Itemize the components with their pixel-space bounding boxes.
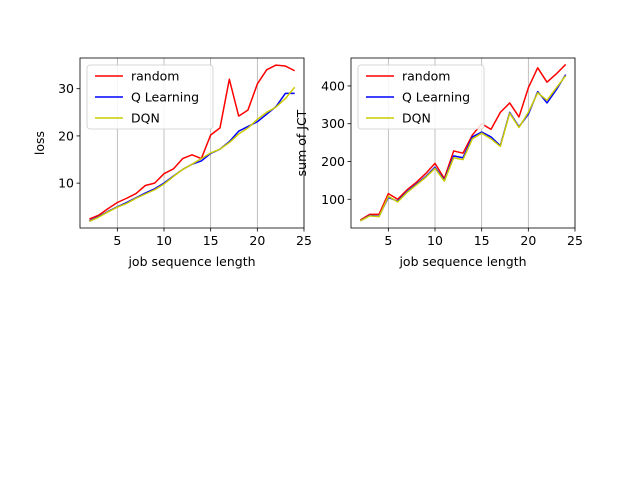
legend: random Q Learning DQN bbox=[357, 64, 485, 130]
legend: random Q Learning DQN bbox=[86, 64, 214, 130]
y-tick-label: 400 bbox=[321, 78, 345, 93]
series-line-dqn bbox=[359, 75, 567, 222]
series-line-random bbox=[359, 63, 567, 221]
y-axis-label: sum of JCT bbox=[294, 109, 309, 176]
x-tick-label: 5 bbox=[384, 233, 392, 248]
x-tick-label: 25 bbox=[567, 233, 583, 248]
x-tick-label: 10 bbox=[156, 233, 172, 248]
subplot-1: 5 10 15 20 25 10 20 30 job sequence length loss ra… bbox=[32, 57, 312, 269]
y-tick-label: 30 bbox=[58, 81, 74, 96]
x-axis-label: job sequence length bbox=[398, 254, 526, 269]
legend-label: DQN bbox=[402, 111, 431, 126]
y-tick-label: 200 bbox=[321, 154, 345, 169]
legend-label: Q Learning bbox=[131, 90, 199, 105]
legend-label: Q Learning bbox=[402, 90, 470, 105]
subplot-2: 5 10 15 20 25 100 200 300 400 job sequence length… bbox=[294, 57, 583, 269]
x-tick-label: 15 bbox=[203, 233, 219, 248]
series-line-dqn bbox=[89, 86, 296, 223]
series-line-random bbox=[89, 64, 296, 220]
legend-label: random bbox=[131, 69, 179, 84]
legend-label: random bbox=[402, 69, 450, 84]
x-tick-label: 15 bbox=[474, 233, 490, 248]
y-axis-label: loss bbox=[32, 131, 47, 155]
y-tick-label: 20 bbox=[58, 128, 74, 143]
x-tick-label: 20 bbox=[520, 233, 536, 248]
legend-box bbox=[86, 64, 214, 130]
legend-label: DQN bbox=[131, 111, 160, 126]
legend-box bbox=[357, 64, 485, 130]
x-tick-label: 25 bbox=[296, 233, 312, 248]
plot-frame bbox=[79, 57, 305, 229]
x-tick-label: 20 bbox=[249, 233, 265, 248]
plot-frame bbox=[350, 57, 576, 229]
x-axis-label: job sequence length bbox=[127, 254, 255, 269]
x-tick-label: 10 bbox=[427, 233, 443, 248]
x-tick-label: 5 bbox=[113, 233, 121, 248]
y-tick-label: 10 bbox=[58, 176, 74, 191]
y-tick-label: 300 bbox=[321, 116, 345, 131]
y-tick-label: 100 bbox=[321, 192, 345, 207]
